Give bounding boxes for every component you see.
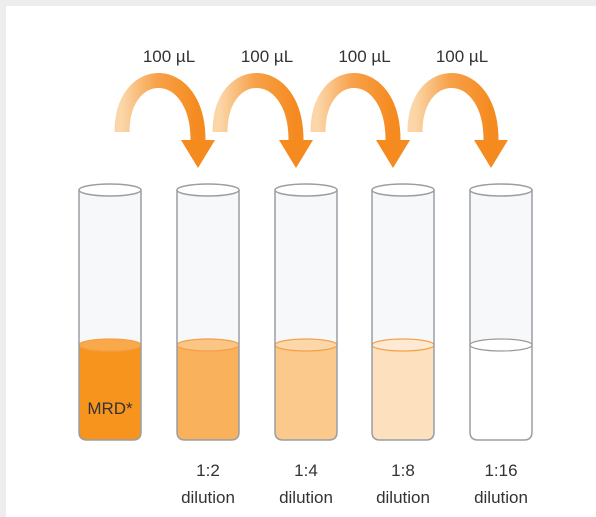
liquid-surface — [78, 338, 142, 352]
liquid — [470, 345, 532, 440]
transfer-arrow: 100 µL — [407, 47, 508, 168]
transfer-arrow: 100 µL — [310, 47, 410, 168]
tube-outline — [176, 190, 240, 441]
liquid — [275, 345, 337, 440]
transfer-volume: 100 µL — [143, 47, 195, 66]
liquid — [372, 345, 434, 440]
liquid — [177, 345, 239, 440]
arrow-head — [474, 140, 508, 168]
tube-rim — [176, 183, 240, 197]
transfer-arrows: 100 µL 100 µL 100 µL 100 µL — [114, 47, 508, 168]
dilution-caption: dilution — [181, 488, 235, 507]
tube: 1:2 dilution — [176, 183, 240, 507]
tube-rim — [78, 183, 142, 197]
tube-rim — [274, 183, 338, 197]
tube-rim — [469, 183, 533, 197]
arrow-arc — [407, 73, 499, 141]
tube-outline — [371, 190, 435, 441]
tube-rim — [371, 183, 435, 197]
tube-outline — [274, 190, 338, 441]
arrow-head — [376, 140, 410, 168]
tubes: MRD*1:2dilution1:4dilution1:8dilution1:1… — [78, 183, 533, 507]
dilution-ratio: 1:16 — [484, 461, 517, 480]
tube: 1:16 dilution — [469, 183, 533, 507]
dilution-ratio: 1:2 — [196, 461, 220, 480]
dilution-caption: dilution — [474, 488, 528, 507]
dilution-caption: dilution — [376, 488, 430, 507]
arrow-head — [279, 140, 313, 168]
tube-outline — [469, 190, 533, 441]
tube-outline — [78, 190, 142, 441]
frame-top — [0, 0, 596, 6]
transfer-volume: 100 µL — [338, 47, 390, 66]
liquid-surface — [371, 338, 435, 352]
dilution-caption: dilution — [279, 488, 333, 507]
tube: 1:4 dilution — [274, 183, 338, 507]
frame-left — [0, 0, 6, 517]
liquid-surface — [176, 338, 240, 352]
transfer-volume: 100 µL — [241, 47, 293, 66]
arrow-arc — [114, 73, 206, 141]
transfer-arrow: 100 µL — [212, 47, 313, 168]
liquid-surface — [274, 338, 338, 352]
tube: 1:8 dilution — [371, 183, 435, 507]
dilution-ratio: 1:8 — [391, 461, 415, 480]
arrow-head — [181, 140, 215, 168]
dilution-ratio: 1:4 — [294, 461, 318, 480]
transfer-volume: 100 µL — [436, 47, 488, 66]
transfer-arrow: 100 µL — [114, 47, 215, 168]
arrow-arc — [310, 73, 401, 141]
liquid-surface — [469, 338, 533, 352]
liquid — [79, 345, 141, 440]
arrow-arc — [212, 73, 304, 141]
tube: MRD* — [78, 183, 142, 441]
tube-label: MRD* — [87, 399, 133, 418]
